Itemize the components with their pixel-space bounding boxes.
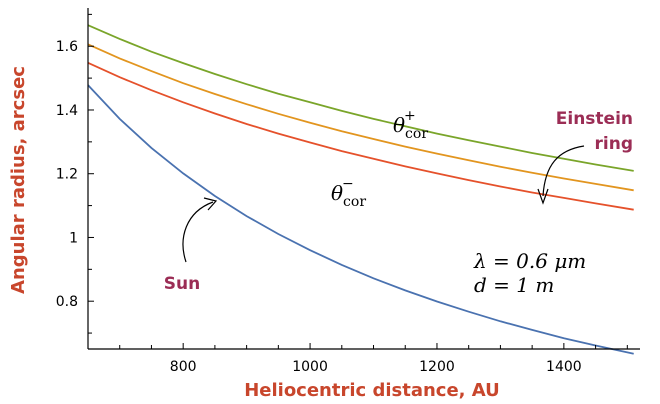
y-tick-label: 1.6: [56, 39, 78, 55]
sun-label: Sun: [164, 274, 200, 294]
series-line-1: [87, 43, 634, 192]
y-tick-label: 1.2: [56, 167, 78, 183]
series-line-3: [87, 84, 634, 355]
theta-minus-sup: −: [342, 176, 354, 192]
theta-minus-symbol: θ: [331, 181, 343, 205]
x-tick-label: 800: [170, 359, 197, 375]
einstein-arrowhead: [537, 188, 549, 205]
lambda-label: λ = 0.6 μm: [473, 249, 586, 273]
y-tick-label: 0.8: [56, 294, 78, 310]
sun-arrowhead: [203, 197, 218, 211]
x-axis-title: Heliocentric distance, AU: [244, 380, 500, 401]
theta-minus-sub: cor: [343, 194, 366, 210]
theta-plus-symbol: θ: [393, 113, 405, 137]
einstein-label-line1: Einstein: [556, 109, 633, 129]
y-tick-label: 1: [69, 230, 78, 246]
series-layer: [87, 24, 634, 355]
sun-arrow: [182, 201, 214, 263]
y-ticks: 0.8 1 1.2 1.4 1.6: [56, 13, 94, 334]
einstein-label-line2: ring: [595, 134, 633, 154]
y-axis-title: Angular radius, arcsec: [8, 66, 29, 294]
theta-minus-label: θcor −: [331, 176, 366, 210]
x-ticks: 800 1000 1200 1400: [87, 343, 628, 375]
x-tick-label: 1200: [419, 359, 455, 375]
einstein-arrow: [542, 145, 585, 197]
x-tick-label: 1000: [292, 359, 328, 375]
d-label: d = 1 m: [474, 273, 554, 297]
x-tick-label: 1400: [546, 359, 582, 375]
theta-plus-sub: cor: [405, 126, 428, 142]
theta-plus-label: θcor +: [393, 108, 428, 142]
y-tick-label: 1.4: [56, 103, 78, 119]
theta-plus-sup: +: [404, 108, 416, 124]
series-line-0: [87, 24, 634, 172]
series-line-2: [87, 61, 634, 211]
